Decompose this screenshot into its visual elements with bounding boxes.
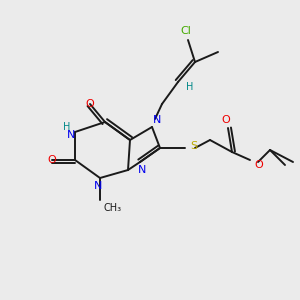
Text: O: O [48, 155, 56, 165]
Text: N: N [67, 130, 75, 140]
Text: N: N [138, 165, 146, 175]
Text: S: S [190, 141, 197, 151]
Text: O: O [254, 160, 263, 170]
Text: O: O [85, 99, 94, 109]
Text: O: O [222, 115, 230, 125]
Text: Cl: Cl [181, 26, 191, 36]
Text: CH₃: CH₃ [104, 203, 122, 213]
Text: N: N [153, 115, 161, 125]
Text: H: H [63, 122, 71, 132]
Text: N: N [94, 181, 102, 191]
Text: H: H [186, 82, 194, 92]
